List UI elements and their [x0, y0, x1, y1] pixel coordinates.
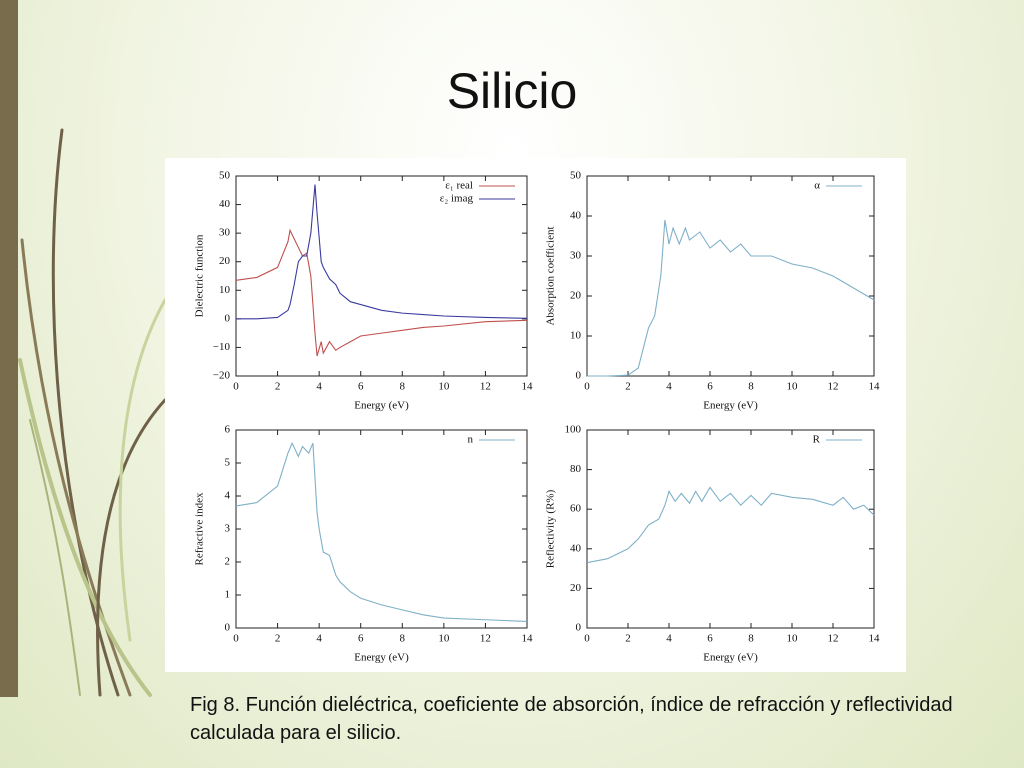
y-tick-label: 0 [576, 370, 582, 382]
x-tick-label: 14 [869, 633, 881, 645]
y-tick-label: 60 [570, 503, 582, 515]
x-tick-label: 0 [584, 633, 590, 645]
y-tick-label: 6 [225, 424, 231, 436]
chart: 0 2 4 6 8 10 12 14 −20 −10 0 10 20 30 40 50 Energy (eV) D… [194, 170, 533, 412]
legend-label: α [814, 180, 820, 192]
x-tick-label: 0 [233, 381, 239, 393]
legend-label: ε₂ imag [440, 193, 474, 205]
y-tick-label: 40 [219, 198, 231, 210]
y-tick-label: 20 [219, 255, 231, 267]
x-tick-label: 8 [748, 381, 754, 393]
legend-label: n [468, 434, 474, 446]
x-tick-label: 10 [787, 381, 799, 393]
y-tick-label: 0 [576, 622, 582, 634]
y-axis-label: Dielectric function [194, 234, 206, 317]
plot-frame [586, 429, 875, 629]
x-tick-label: 10 [787, 633, 799, 645]
x-axis-label: Energy (eV) [703, 400, 758, 412]
y-tick-label: 2 [225, 556, 231, 568]
x-tick-label: 14 [869, 381, 881, 393]
legend-label: R [813, 434, 821, 446]
x-tick-label: 12 [828, 633, 839, 645]
y-tick-label: 100 [565, 424, 582, 436]
x-tick-label: 6 [707, 633, 713, 645]
x-tick-label: 8 [400, 381, 406, 393]
x-tick-label: 6 [358, 381, 364, 393]
x-tick-label: 6 [358, 633, 364, 645]
x-tick-label: 2 [625, 381, 631, 393]
x-tick-label: 8 [400, 633, 406, 645]
x-tick-label: 4 [666, 381, 672, 393]
x-tick-label: 2 [625, 633, 631, 645]
x-tick-label: 2 [275, 633, 281, 645]
x-tick-label: 12 [480, 633, 491, 645]
series-line [236, 184, 528, 320]
y-tick-label: 4 [225, 490, 231, 502]
y-tick-label: −10 [213, 341, 231, 353]
x-tick-label: 6 [707, 381, 713, 393]
x-tick-label: 0 [233, 633, 239, 645]
series-line [235, 228, 528, 357]
y-tick-label: 50 [219, 170, 231, 182]
x-tick-label: 12 [828, 381, 839, 393]
plot-frame [586, 175, 875, 377]
x-tick-label: 10 [438, 633, 450, 645]
x-tick-label: 4 [316, 633, 322, 645]
slide-title: Silicio [446, 63, 578, 119]
y-axis-label: Reflectivity (R%) [545, 489, 557, 568]
caption: Fig 8. Función dieléctrica, coeficiente … [190, 694, 953, 744]
x-tick-label: 12 [480, 381, 491, 393]
legend-label: ε₁ real [445, 180, 473, 192]
chart: 0 2 4 6 8 10 12 14 0 10 20 30 40 50 Energy (eV) Absorpt… [545, 170, 880, 412]
plot-frame [235, 429, 528, 629]
y-tick-label: 30 [219, 227, 231, 239]
y-tick-label: 20 [570, 582, 582, 594]
y-tick-label: −20 [213, 370, 231, 382]
x-tick-label: 8 [748, 633, 754, 645]
figure-panel [165, 158, 906, 672]
x-tick-label: 2 [275, 381, 281, 393]
x-axis-label: Energy (eV) [354, 400, 409, 412]
y-tick-label: 80 [570, 463, 582, 475]
y-tick-label: 0 [225, 622, 231, 634]
x-axis-label: Energy (eV) [354, 652, 409, 664]
y-tick-label: 20 [570, 290, 582, 302]
x-tick-label: 4 [666, 633, 672, 645]
y-tick-label: 10 [570, 330, 582, 342]
x-tick-label: 10 [438, 381, 450, 393]
series-line [587, 219, 875, 377]
decor-curves [18, 128, 167, 697]
x-tick-label: 14 [522, 633, 534, 645]
y-tick-label: 40 [570, 210, 582, 222]
side-bar [0, 0, 18, 697]
plot-frame [235, 175, 528, 377]
y-axis-label: Absorption coefficient [545, 226, 557, 325]
y-tick-label: 5 [225, 457, 231, 469]
y-tick-label: 1 [225, 589, 231, 601]
y-tick-label: 10 [219, 284, 231, 296]
y-tick-label: 3 [225, 523, 231, 535]
x-tick-label: 0 [584, 381, 590, 393]
x-axis-label: Energy (eV) [703, 652, 758, 664]
x-tick-label: 14 [522, 381, 534, 393]
y-tick-label: 0 [225, 312, 231, 324]
x-tick-label: 4 [316, 381, 322, 393]
series-line [586, 486, 875, 564]
series-line [235, 441, 528, 622]
y-axis-label: Refractive index [194, 492, 206, 565]
y-tick-label: 50 [570, 170, 582, 182]
chart: 0 2 4 6 8 10 12 14 0 20 40 60 80 100 Energy (eV) Reflec… [545, 424, 880, 664]
y-tick-label: 30 [570, 250, 582, 262]
y-tick-label: 40 [570, 542, 582, 554]
